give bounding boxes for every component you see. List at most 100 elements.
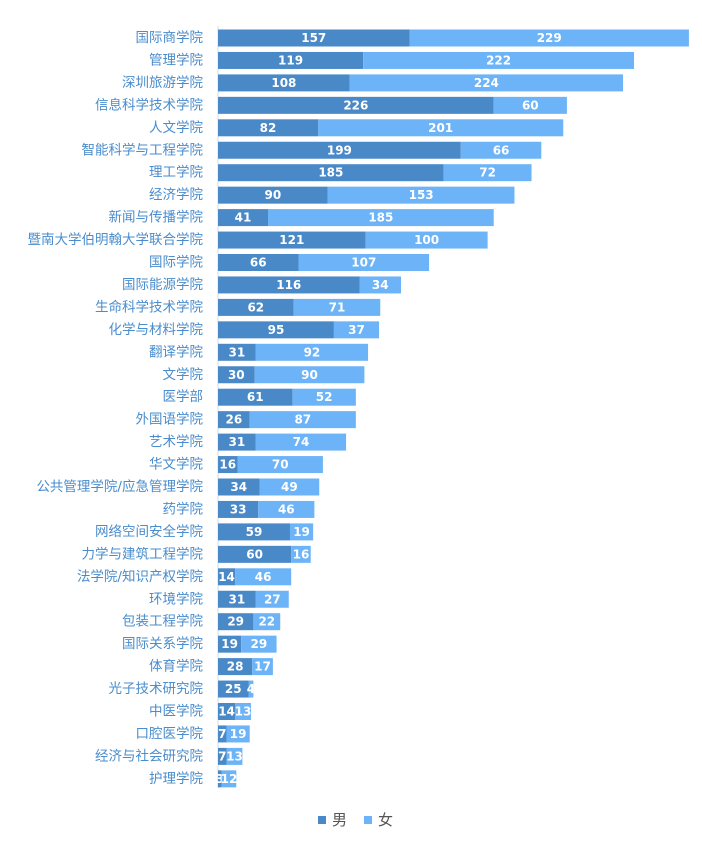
bar-male (218, 635, 242, 653)
bar-label-female: 34 (372, 278, 389, 292)
bar-label-female: 19 (293, 525, 310, 539)
bar-label-male: 108 (271, 76, 296, 90)
legend-swatch-female (364, 816, 372, 824)
bar-label-female: 90 (301, 368, 318, 382)
bar-male (218, 298, 294, 316)
bar-female (259, 478, 320, 496)
bar-label-male: 116 (276, 278, 301, 292)
bar-male (218, 164, 444, 182)
bar-label-male: 185 (318, 166, 343, 180)
bar-label-female: 22 (258, 615, 275, 629)
category-label: 经济与社会研究院 (95, 748, 203, 764)
bar-male (218, 545, 292, 563)
bar-label-female: 27 (264, 592, 281, 606)
legend-label-female: 女 (378, 811, 393, 829)
category-label: 中医学院 (149, 704, 203, 720)
bar-label-female: 185 (368, 211, 393, 225)
category-label: 生命科学技术学院 (95, 298, 203, 315)
bar-female (349, 74, 624, 92)
bar-female (298, 254, 430, 271)
bar-male (218, 343, 256, 361)
category-label: 翻译学院 (149, 344, 203, 360)
category-label: 光子技术研究院 (109, 681, 204, 697)
category-label: 深圳旅游学院 (122, 75, 203, 91)
bar-label-male: 31 (229, 592, 246, 606)
bar-male (218, 456, 238, 474)
bar-male (218, 568, 236, 586)
bar-label-female: 92 (304, 345, 321, 359)
bar-male (218, 703, 236, 720)
bar-label-male: 41 (235, 211, 252, 225)
category-label: 力学与建筑工程学院 (82, 546, 204, 562)
bar-label-male: 62 (247, 300, 264, 314)
bar-female (460, 141, 542, 159)
bar-label-female: 70 (272, 458, 289, 472)
category-label: 包装工程学院 (122, 614, 203, 630)
category-label: 经济学院 (149, 187, 203, 203)
category-label: 艺术学院 (149, 434, 203, 450)
category-label: 管理学院 (149, 52, 203, 68)
bar-label-female: 201 (428, 121, 453, 135)
bar-female (221, 770, 237, 788)
category-label: 化学与材料学院 (109, 322, 204, 338)
bar-label-male: 226 (343, 98, 368, 112)
bar-label-male: 26 (226, 413, 243, 427)
category-label: 国际学院 (149, 255, 203, 271)
category-label: 公共管理学院/应急管理学院 (36, 478, 203, 495)
bar-female (235, 703, 251, 720)
bar-female (254, 366, 365, 384)
bar-male (218, 276, 360, 294)
bar-female (255, 590, 289, 608)
category-label: 智能科学与工程学院 (82, 142, 204, 158)
bar-female (226, 725, 250, 743)
bar-male (218, 658, 253, 676)
category-label: 华文学院 (149, 457, 203, 473)
category-label: 人文学院 (149, 120, 203, 136)
category-label: 口腔医学院 (136, 726, 204, 742)
category-label: 环境学院 (149, 591, 203, 607)
bar-female (289, 523, 314, 541)
category-label: 信息科学技术学院 (95, 96, 203, 113)
category-label: 国际商学院 (136, 30, 204, 46)
category-label: 外国语学院 (136, 412, 204, 428)
bar-label-female: 74 (293, 435, 310, 449)
bar-male (218, 725, 227, 743)
bar-label-male: 61 (247, 390, 264, 404)
bar-label-female: 19 (230, 727, 247, 741)
bar-label-male: 25 (225, 682, 242, 696)
bar-label-male: 157 (301, 31, 326, 45)
legend-label-male: 男 (332, 811, 347, 829)
bar-label-female: 153 (409, 188, 434, 202)
bar-label-female: 13 (235, 705, 252, 719)
bar-female (258, 500, 315, 518)
bar-label-male: 30 (228, 368, 245, 382)
bar-female (255, 433, 347, 451)
bar-label-female: 100 (414, 233, 439, 247)
legend: 男女 (318, 811, 393, 829)
bar-label-male: 90 (265, 188, 282, 202)
bar-male (218, 119, 319, 137)
bar-male (218, 321, 334, 339)
bar-female (365, 231, 488, 249)
bar-label-female: 107 (351, 256, 376, 270)
bar-female (255, 343, 369, 361)
bar-female (359, 276, 401, 294)
bar-label-female: 87 (294, 413, 311, 427)
bar-female (292, 388, 356, 406)
category-label: 医学部 (163, 389, 204, 405)
bar-label-female: 12 (221, 772, 238, 786)
bar-label-male: 3 (216, 772, 224, 786)
bar-female (291, 545, 311, 563)
bar-male (218, 141, 461, 159)
bar-male (218, 478, 260, 496)
bar-female (249, 411, 356, 429)
bar-male (218, 254, 299, 271)
bar-male (218, 209, 269, 227)
bar-female (237, 456, 323, 474)
bar-male (218, 186, 328, 204)
bar-male (218, 29, 410, 47)
bar-label-male: 19 (221, 637, 238, 651)
bar-female (327, 186, 515, 204)
bar-label-male: 82 (260, 121, 277, 135)
